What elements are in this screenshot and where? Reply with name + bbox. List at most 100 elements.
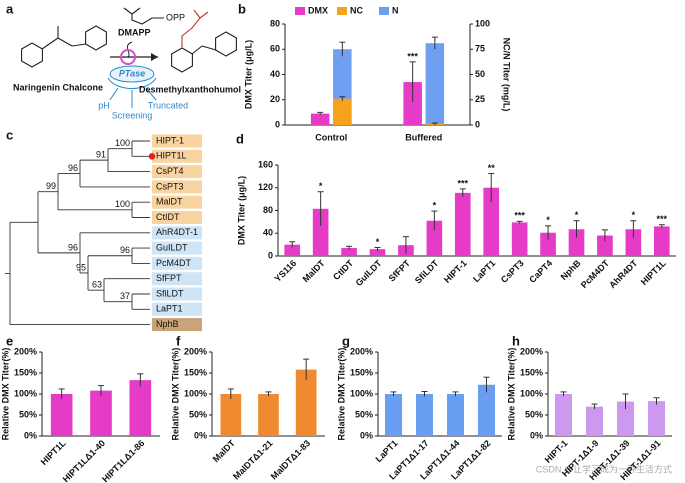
y-axis-label: Relative DMX Titer(%) <box>506 348 516 441</box>
substrate-label: Naringenin Chalcone <box>13 82 103 92</box>
x-tick-label: GuILDT <box>354 258 384 288</box>
x-tick-label: LaPT1 <box>373 438 399 464</box>
support-label: 99 <box>46 181 56 191</box>
y-tick-label: 0% <box>24 430 37 440</box>
bar <box>625 229 642 256</box>
leaf-box <box>152 134 202 148</box>
x-tick-label: MalDTΔ1-83 <box>269 438 312 481</box>
significance-label: * <box>319 181 323 191</box>
panel-letter: b <box>238 1 246 16</box>
y-tick-label: 160 <box>258 159 273 169</box>
bar <box>295 369 317 436</box>
strategy-label: Truncated <box>148 100 188 110</box>
y-tick-label: 50% <box>189 409 207 419</box>
x-tick-label: AhR4DT <box>607 258 640 291</box>
leaf-label: SfFPT <box>156 273 182 283</box>
leaf-box <box>152 226 202 240</box>
leaf-box <box>152 211 202 224</box>
significance-label: *** <box>458 178 469 188</box>
panel-letter: g <box>342 333 350 348</box>
bar <box>220 394 242 436</box>
bar <box>554 394 573 436</box>
support-label: 100 <box>115 138 130 148</box>
y-tick-label: 80 <box>263 205 273 215</box>
y-tick-label: 150% <box>350 367 373 377</box>
y-tick-label: 100% <box>520 388 543 398</box>
y2-tick-label: 25 <box>475 94 485 104</box>
legend-label: NC <box>350 5 363 15</box>
x-tick-label: CsPT3 <box>499 258 526 285</box>
leaf-label: GuILDT <box>156 242 188 252</box>
legend-swatch <box>379 7 389 15</box>
watermark: CSDN @让学习成为一种生活方式 <box>536 463 672 474</box>
bar <box>647 401 666 436</box>
x-tick-label: HIPT1L <box>639 258 668 287</box>
y-axis-label: DMX Titer (μg/L) <box>243 40 253 109</box>
y-tick-label: 200% <box>520 346 543 356</box>
bar <box>369 249 386 256</box>
bar <box>540 232 556 256</box>
bar <box>333 98 352 125</box>
bar <box>129 380 152 436</box>
x-tick-label: CaPT4 <box>527 258 554 285</box>
y-tick-label: 0% <box>530 430 543 440</box>
strategy-line <box>145 87 157 101</box>
y-tick-label: 50% <box>19 409 37 419</box>
bar <box>446 394 465 436</box>
support-label: 95 <box>76 262 86 272</box>
leaf-box <box>152 302 202 316</box>
strategy-arc <box>107 77 157 89</box>
y2-tick-label: 50 <box>475 69 485 79</box>
y-axis-label: Relative DMX Titer(%) <box>0 348 10 441</box>
marker-dot <box>148 153 156 160</box>
x-tick-label: LaPT1 <box>471 258 497 284</box>
x-tick-label: MalDT <box>211 438 238 465</box>
leaf-label: CsPT3 <box>156 181 184 191</box>
y-tick-label: 50% <box>525 409 543 419</box>
leaf-label: CsPT4 <box>156 166 184 176</box>
bar <box>483 187 500 256</box>
y2-tick-label: 100 <box>475 18 490 28</box>
legend-swatch <box>295 7 305 15</box>
bar <box>403 82 422 125</box>
x-tick-label: CtIDT <box>331 258 355 282</box>
support-label: 63 <box>92 280 102 290</box>
significance-label: * <box>575 210 579 220</box>
x-tick-label: HIPT1L <box>39 438 68 467</box>
x-tick-label: YS116 <box>272 258 298 284</box>
leaf-box <box>152 256 202 270</box>
x-tick-label: HIPT-1 <box>442 258 469 285</box>
x-tick-label: SfiLDT <box>413 258 441 286</box>
leaf-label: NphB <box>156 319 179 329</box>
x-tick-label: Buffered <box>405 132 442 142</box>
bar <box>616 401 635 436</box>
leaf-box <box>152 165 202 179</box>
bar <box>384 394 403 436</box>
leaf-label: SfiLDT <box>156 288 184 298</box>
bar <box>310 113 330 125</box>
bar <box>415 394 434 436</box>
arrowhead <box>151 53 158 61</box>
strategy-label: pH <box>98 100 110 110</box>
bar <box>477 384 496 436</box>
y-axis-label: Relative DMX Titer(%) <box>336 348 346 441</box>
significance-label: *** <box>657 214 668 224</box>
substrate-structure <box>21 25 107 68</box>
y-tick-label: 100% <box>14 388 37 398</box>
y-tick-label: 200% <box>184 346 207 356</box>
y-tick-label: 0 <box>268 250 273 260</box>
y-axis-label: Relative DMX Titer(%) <box>170 348 180 441</box>
y2-tick-label: 0 <box>475 119 480 129</box>
significance-label: * <box>632 210 636 220</box>
bar <box>568 229 585 256</box>
bar <box>585 406 604 436</box>
y-tick-label: 150% <box>184 367 207 377</box>
significance-label: *** <box>407 51 418 61</box>
significance-label: * <box>376 237 380 247</box>
significance-label: * <box>546 215 550 225</box>
panel-letter: a <box>6 1 14 16</box>
y-axis-label: DMX Titer (μg/L) <box>236 176 246 245</box>
bar <box>341 248 357 256</box>
x-tick-label: MalDT <box>301 258 328 285</box>
leaf-label: HIPT1L <box>156 151 187 161</box>
